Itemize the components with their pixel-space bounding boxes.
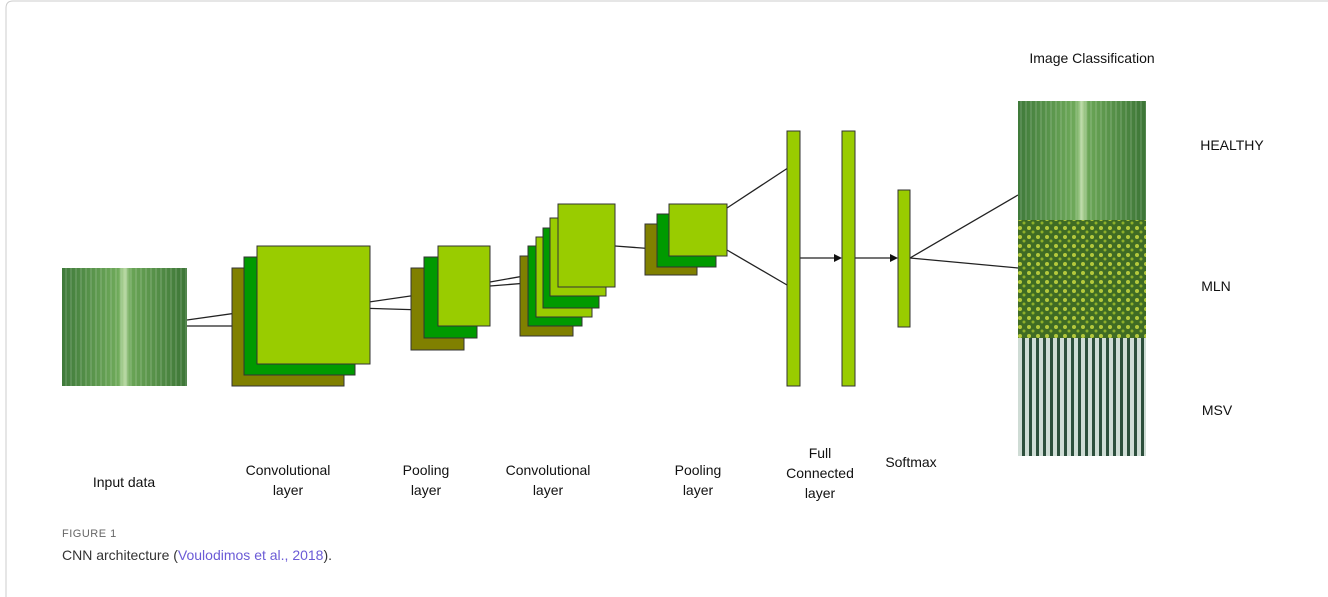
- output-images: [1018, 101, 1146, 456]
- stage-label: layer: [411, 482, 442, 498]
- dense-layers: [786, 130, 911, 387]
- stage-label: Pooling: [675, 462, 722, 478]
- input-image: [62, 268, 187, 386]
- caption: CNN architecture (Voulodimos et al., 201…: [62, 547, 332, 563]
- arrow-head: [890, 254, 898, 262]
- stage-label: Pooling: [403, 462, 450, 478]
- stage-label: Input data: [93, 474, 155, 490]
- caption-text: ).: [323, 547, 333, 563]
- stage-label: Convolutional: [246, 462, 331, 478]
- stage-label: layer: [683, 482, 714, 498]
- arrow-head: [834, 254, 842, 262]
- citation-link[interactable]: Voulodimos et al., 2018: [177, 547, 324, 563]
- pool-layer-1: [410, 245, 491, 351]
- stage-label: Connected: [786, 465, 854, 481]
- stage-label: layer: [533, 482, 564, 498]
- conv-layer-1: [231, 245, 371, 387]
- conv-layer-2: [519, 203, 616, 337]
- pool-layer-2: [644, 203, 728, 276]
- class-label: MSV: [1202, 402, 1233, 418]
- connectors: [186, 159, 1019, 327]
- class-label: HEALTHY: [1200, 137, 1264, 153]
- stage-label: Softmax: [885, 454, 936, 470]
- caption-text: CNN architecture (: [62, 547, 178, 563]
- stage-label: layer: [805, 485, 836, 501]
- stage-label: Convolutional: [506, 462, 591, 478]
- stage-label: layer: [273, 482, 304, 498]
- frame: [5, 0, 1328, 597]
- figure-label: FIGURE 1: [62, 528, 117, 540]
- heading: Image Classification: [1029, 50, 1154, 66]
- class-label: MLN: [1201, 278, 1231, 294]
- stage-label: Full: [809, 445, 832, 461]
